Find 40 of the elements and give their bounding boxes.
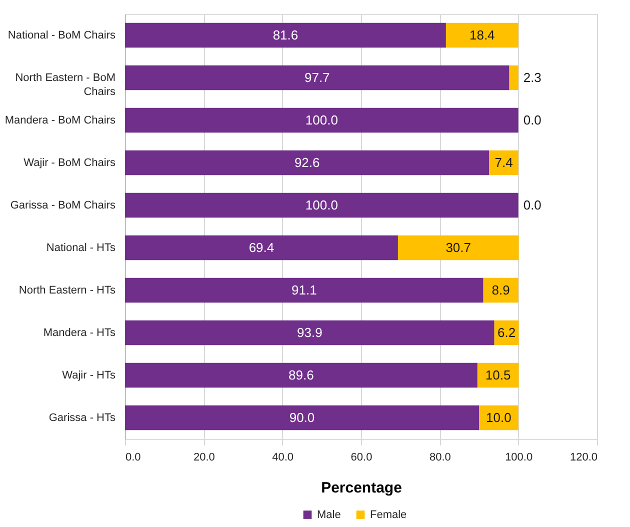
data-label: 10.5	[485, 367, 511, 382]
data-label: 30.7	[446, 240, 472, 255]
legend-label: Male	[317, 508, 341, 521]
legend-label: Female	[370, 508, 407, 521]
data-label: 2.3	[523, 70, 542, 85]
y-tick-label: Mandera - BoM Chairs	[4, 114, 116, 126]
x-axis-title: Percentage	[321, 480, 402, 496]
data-label: 69.4	[248, 240, 274, 255]
x-tick-label: 40.0	[272, 452, 294, 464]
data-label: 100.0	[305, 197, 338, 212]
x-tick-label: 80.0	[429, 452, 451, 464]
y-tick-label: National - BoM Chairs	[8, 29, 116, 42]
data-label: 8.9	[492, 282, 510, 298]
x-tick-label: 20.0	[193, 452, 215, 464]
data-label: 90.0	[289, 410, 315, 425]
x-tick-label: 60.0	[350, 452, 372, 464]
x-tick-label: 120.0	[570, 452, 598, 464]
y-tick-label: Wajir - HTs	[62, 369, 116, 382]
data-label: 89.6	[288, 367, 314, 382]
y-tick-label: Wajir - BoM Chairs	[24, 156, 116, 169]
data-label: 18.4	[469, 27, 495, 42]
data-label: 10.0	[486, 410, 512, 425]
data-label: 91.1	[292, 282, 317, 298]
y-tick-label: Garissa - BoM Chairs	[10, 199, 116, 212]
y-tick-label: Mandera - HTs	[43, 326, 116, 339]
data-label: 7.4	[494, 154, 513, 170]
data-label: 92.6	[294, 154, 320, 170]
data-label: 100.0	[305, 112, 338, 128]
y-tick-label: North Eastern - BoM Chairs	[15, 72, 116, 98]
x-tick-label: 0.0	[126, 452, 141, 464]
data-label: 6.2	[497, 324, 516, 340]
data-label: 0.0	[523, 112, 542, 128]
data-label: 93.9	[297, 324, 322, 340]
data-label: 81.6	[272, 27, 298, 42]
y-tick-label: National - HTs	[46, 242, 116, 254]
data-label: 97.7	[304, 70, 330, 85]
y-tick-label: Garissa - HTs	[48, 412, 116, 424]
x-tick-label: 100.0	[505, 452, 533, 464]
data-label: 0.0	[523, 197, 542, 212]
y-tick-label: North Eastern - HTs	[18, 284, 116, 296]
